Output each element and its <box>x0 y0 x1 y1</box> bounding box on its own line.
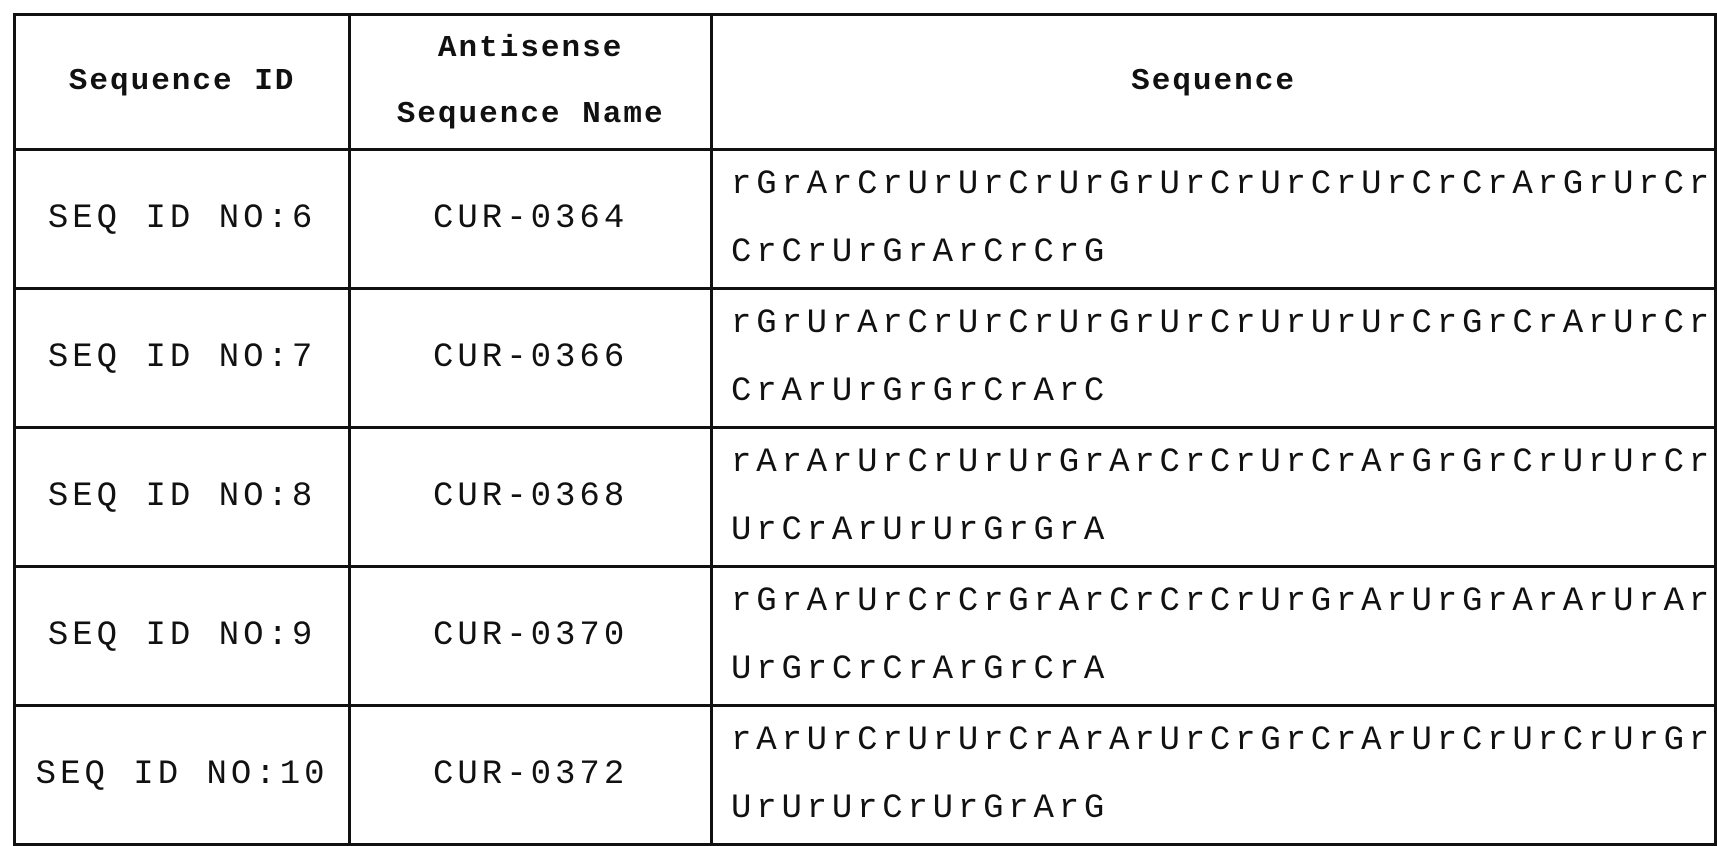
table-row: SEQ ID NO:9CUR-0370rGrArUrCrCrGrArCrCrCr… <box>15 567 1716 706</box>
table-row: SEQ ID NO:10CUR-0372rArUrCrUrUrCrArArUrC… <box>15 706 1716 845</box>
antisense-name-cell: CUR-0368 <box>350 428 712 567</box>
sequence-cell: rArUrCrUrUrCrArArUrCrGrCrArUrCrUrCrUrGrU… <box>712 706 1716 845</box>
seq-id-cell: SEQ ID NO:8 <box>15 428 350 567</box>
antisense-name-cell: CUR-0370 <box>350 567 712 706</box>
sequence-cell: rGrArCrUrUrCrUrGrUrCrUrCrUrCrCrArGrUrCrC… <box>712 150 1716 289</box>
sequence-cell: rArArUrCrUrUrGrArCrCrUrCrArGrGrCrUrUrCrU… <box>712 428 1716 567</box>
header-sequence-id: Sequence ID <box>15 15 350 150</box>
table-row: SEQ ID NO:8CUR-0368rArArUrCrUrUrGrArCrCr… <box>15 428 1716 567</box>
antisense-name-cell: CUR-0364 <box>350 150 712 289</box>
sequence-table: Sequence ID Antisense Sequence Name Sequ… <box>13 13 1717 846</box>
sequence-line-1: rGrArUrCrCrGrArCrCrCrUrGrArUrGrArArUrAr <box>731 568 1714 636</box>
sequence-line-2: UrGrCrCrArGrCrA <box>731 636 1714 704</box>
sequence-cell: rGrUrArCrUrCrUrGrUrCrUrUrUrCrGrCrArUrCrC… <box>712 289 1716 428</box>
header-row: Sequence ID Antisense Sequence Name Sequ… <box>15 15 1716 150</box>
header-antisense-name: Antisense Sequence Name <box>350 15 712 150</box>
header-sequence: Sequence <box>712 15 1716 150</box>
seq-id-cell: SEQ ID NO:10 <box>15 706 350 845</box>
sequence-line-1: rGrArCrUrUrCrUrGrUrCrUrCrUrCrCrArGrUrCr <box>731 151 1714 219</box>
sequence-line-2: CrCrUrGrArCrCrG <box>731 219 1714 287</box>
sequence-line-2: UrCrArUrUrGrGrA <box>731 497 1714 565</box>
seq-id-cell: SEQ ID NO:6 <box>15 150 350 289</box>
sequence-line-1: rGrUrArCrUrCrUrGrUrCrUrUrUrCrGrCrArUrCr <box>731 290 1714 358</box>
antisense-name-cell: CUR-0366 <box>350 289 712 428</box>
seq-id-cell: SEQ ID NO:9 <box>15 567 350 706</box>
sequence-cell: rGrArUrCrCrGrArCrCrCrUrGrArUrGrArArUrArU… <box>712 567 1716 706</box>
sequence-line-1: rArArUrCrUrUrGrArCrCrUrCrArGrGrCrUrUrCr <box>731 429 1714 497</box>
sequence-line-2: UrUrUrCrUrGrArG <box>731 775 1714 843</box>
seq-id-cell: SEQ ID NO:7 <box>15 289 350 428</box>
table-row: SEQ ID NO:6CUR-0364rGrArCrUrUrCrUrGrUrCr… <box>15 150 1716 289</box>
antisense-name-cell: CUR-0372 <box>350 706 712 845</box>
table-row: SEQ ID NO:7CUR-0366rGrUrArCrUrCrUrGrUrCr… <box>15 289 1716 428</box>
header-name-line2: Sequence Name <box>351 82 710 148</box>
sequence-line-2: CrArUrGrGrCrArC <box>731 358 1714 426</box>
sequence-line-1: rArUrCrUrUrCrArArUrCrGrCrArUrCrUrCrUrGr <box>731 707 1714 775</box>
header-name-line1: Antisense <box>351 16 710 82</box>
